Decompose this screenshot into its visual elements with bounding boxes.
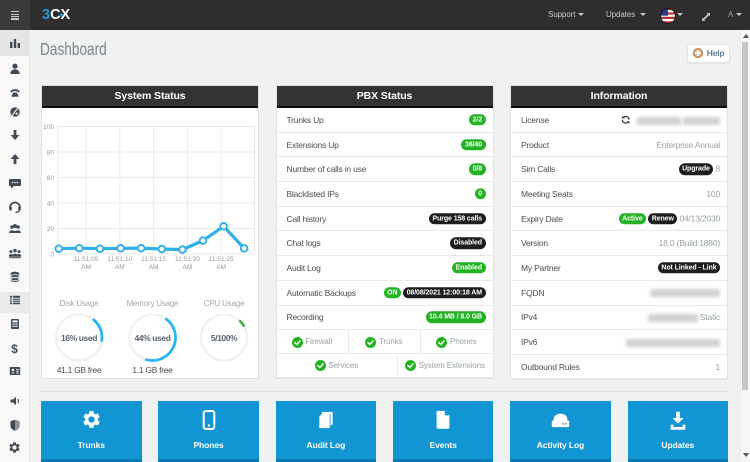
svg-text:5/100%: 5/100% [211, 333, 238, 343]
svg-text:44% used: 44% used [134, 333, 170, 343]
svg-text:11:51:25: 11:51:25 [209, 256, 234, 263]
svg-text:11:51:10: 11:51:10 [107, 256, 132, 263]
svg-text:11:51:15: 11:51:15 [141, 256, 166, 263]
svg-text:1.1 GB free: 1.1 GB free [132, 365, 173, 375]
svg-text:Disk Usage: Disk Usage [60, 299, 100, 308]
svg-text:11:51:20: 11:51:20 [175, 256, 200, 263]
svg-text:Memory Usage: Memory Usage [127, 299, 180, 308]
svg-text:41.1 GB free: 41.1 GB free [57, 365, 102, 375]
svg-text:11:51:05: 11:51:05 [74, 256, 99, 263]
svg-text:AM: AM [149, 264, 159, 271]
svg-text:60: 60 [47, 175, 55, 182]
svg-text:AM: AM [81, 264, 91, 271]
svg-text:20: 20 [47, 226, 55, 233]
svg-text:AM: AM [183, 264, 193, 271]
svg-text:AM: AM [216, 264, 226, 271]
svg-text:CPU Usage: CPU Usage [204, 299, 245, 308]
svg-text:100: 100 [43, 124, 54, 131]
svg-text:0: 0 [50, 252, 54, 259]
svg-text:16% used: 16% used [61, 333, 97, 343]
svg-text:40: 40 [47, 201, 55, 208]
svg-text:AM: AM [115, 264, 125, 271]
svg-text:80: 80 [47, 150, 55, 157]
